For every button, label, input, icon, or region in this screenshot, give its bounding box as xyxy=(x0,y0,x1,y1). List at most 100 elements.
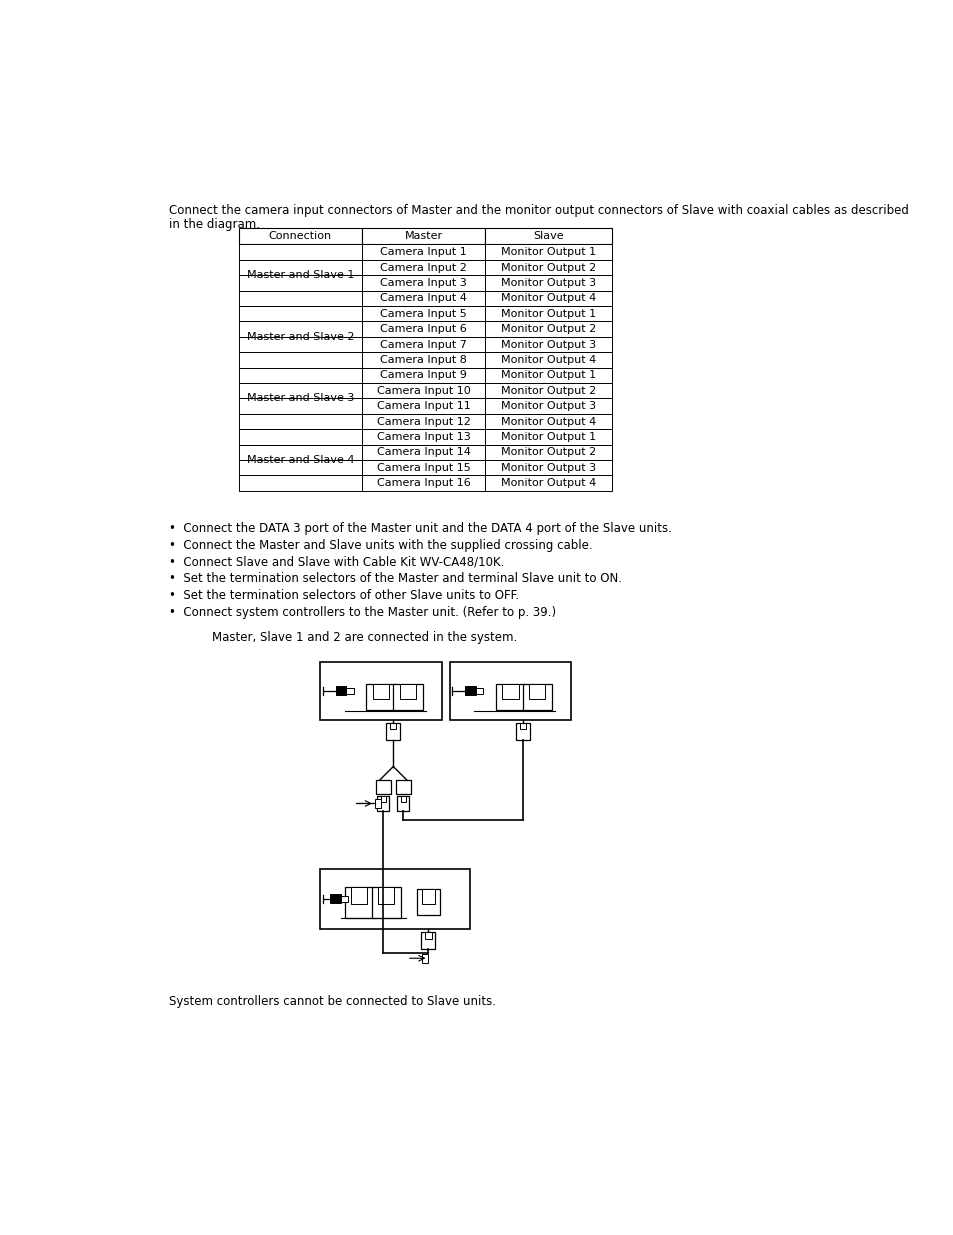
Text: Camera Input 5: Camera Input 5 xyxy=(379,309,466,319)
Bar xyxy=(484,352,612,368)
Text: Monitor Output 2: Monitor Output 2 xyxy=(500,447,596,457)
Bar xyxy=(380,795,386,802)
Bar xyxy=(238,306,361,321)
Bar xyxy=(320,869,470,929)
Bar xyxy=(484,275,612,290)
Text: Master and Slave 3: Master and Slave 3 xyxy=(246,394,354,404)
Bar xyxy=(361,445,484,461)
Text: Master and Slave 1: Master and Slave 1 xyxy=(246,270,354,280)
Bar xyxy=(238,275,361,290)
Text: Monitor Output 4: Monitor Output 4 xyxy=(500,478,596,488)
Bar xyxy=(484,290,612,306)
Text: Connection: Connection xyxy=(269,231,332,241)
Text: Camera Input 10: Camera Input 10 xyxy=(376,385,470,395)
Text: Slave: Slave xyxy=(533,231,563,241)
Bar xyxy=(344,887,374,918)
Text: Camera Input 4: Camera Input 4 xyxy=(379,294,466,304)
Bar xyxy=(484,306,612,321)
Text: in the diagram.: in the diagram. xyxy=(170,217,260,231)
Bar xyxy=(238,475,361,490)
Bar xyxy=(361,275,484,290)
Bar xyxy=(484,461,612,475)
Bar xyxy=(399,684,416,699)
Bar xyxy=(361,259,484,275)
Bar xyxy=(361,414,484,430)
Text: Master: Master xyxy=(404,231,442,241)
Text: Monitor Output 1: Monitor Output 1 xyxy=(500,309,596,319)
Bar xyxy=(238,368,361,383)
Text: Camera Input 16: Camera Input 16 xyxy=(376,478,470,488)
Bar xyxy=(361,321,484,337)
Bar xyxy=(496,684,524,710)
Text: Monitor Output 1: Monitor Output 1 xyxy=(500,370,596,380)
Bar xyxy=(476,688,483,694)
Bar xyxy=(238,430,361,445)
Text: Monitor Output 1: Monitor Output 1 xyxy=(500,432,596,442)
Bar xyxy=(484,337,612,352)
Bar xyxy=(320,662,441,720)
Bar xyxy=(238,337,361,352)
Bar xyxy=(361,245,484,259)
Text: •  Connect the DATA 3 port of the Master unit and the DATA 4 port of the Slave u: • Connect the DATA 3 port of the Master … xyxy=(170,521,672,535)
Bar xyxy=(529,684,545,699)
Bar xyxy=(449,662,571,720)
Text: Camera Input 6: Camera Input 6 xyxy=(379,324,466,335)
Bar xyxy=(396,795,409,811)
Bar xyxy=(378,887,394,904)
Text: •  Set the termination selectors of other Slave units to OFF.: • Set the termination selectors of other… xyxy=(170,589,519,603)
Bar xyxy=(361,352,484,368)
Text: System controllers cannot be connected to Slave units.: System controllers cannot be connected t… xyxy=(170,995,496,1008)
Bar xyxy=(361,290,484,306)
Text: Monitor Output 3: Monitor Output 3 xyxy=(500,401,596,411)
Text: •  Connect the Master and Slave units with the supplied crossing cable.: • Connect the Master and Slave units wit… xyxy=(170,538,593,552)
Bar xyxy=(351,887,367,904)
Bar xyxy=(238,414,361,430)
Text: Camera Input 3: Camera Input 3 xyxy=(379,278,466,288)
Bar xyxy=(393,684,422,710)
Bar xyxy=(400,795,406,802)
Bar xyxy=(361,475,484,490)
Bar xyxy=(395,781,411,794)
Bar xyxy=(238,290,361,306)
Bar xyxy=(425,932,431,939)
Bar xyxy=(484,445,612,461)
Text: •  Connect system controllers to the Master unit. (Refer to p. 39.): • Connect system controllers to the Mast… xyxy=(170,606,556,619)
Bar xyxy=(484,383,612,399)
Text: Monitor Output 2: Monitor Output 2 xyxy=(500,263,596,273)
Bar xyxy=(376,795,389,811)
Bar xyxy=(335,687,346,695)
Text: Camera Input 14: Camera Input 14 xyxy=(376,447,470,457)
Text: Monitor Output 4: Monitor Output 4 xyxy=(500,416,596,426)
Bar xyxy=(484,321,612,337)
Bar xyxy=(422,953,428,963)
Text: Monitor Output 4: Monitor Output 4 xyxy=(500,294,596,304)
Bar xyxy=(502,684,518,699)
Bar xyxy=(373,684,389,699)
Bar xyxy=(340,895,348,902)
Bar xyxy=(375,781,391,794)
Bar xyxy=(238,321,361,337)
Bar xyxy=(238,259,361,275)
Text: Master and Slave 2: Master and Slave 2 xyxy=(246,332,354,342)
Bar xyxy=(238,399,361,414)
Text: Camera Input 7: Camera Input 7 xyxy=(379,340,466,350)
Bar xyxy=(464,687,476,695)
Text: Camera Input 9: Camera Input 9 xyxy=(379,370,466,380)
Text: Camera Input 15: Camera Input 15 xyxy=(376,463,470,473)
Bar xyxy=(361,383,484,399)
Text: Monitor Output 4: Monitor Output 4 xyxy=(500,354,596,366)
Bar xyxy=(421,932,435,948)
Text: Master and Slave 4: Master and Slave 4 xyxy=(246,454,354,466)
Text: Monitor Output 3: Monitor Output 3 xyxy=(500,340,596,350)
Text: Camera Input 1: Camera Input 1 xyxy=(379,247,466,257)
Bar xyxy=(484,259,612,275)
Bar xyxy=(484,414,612,430)
Bar xyxy=(484,227,612,245)
Bar xyxy=(522,684,551,710)
Bar xyxy=(361,337,484,352)
Text: Camera Input 12: Camera Input 12 xyxy=(376,416,470,426)
Text: Camera Input 11: Camera Input 11 xyxy=(376,401,470,411)
Bar xyxy=(366,684,395,710)
Text: •  Set the termination selectors of the Master and terminal Slave unit to ON.: • Set the termination selectors of the M… xyxy=(170,573,621,585)
Text: Master, Slave 1 and 2 are connected in the system.: Master, Slave 1 and 2 are connected in t… xyxy=(213,631,517,643)
